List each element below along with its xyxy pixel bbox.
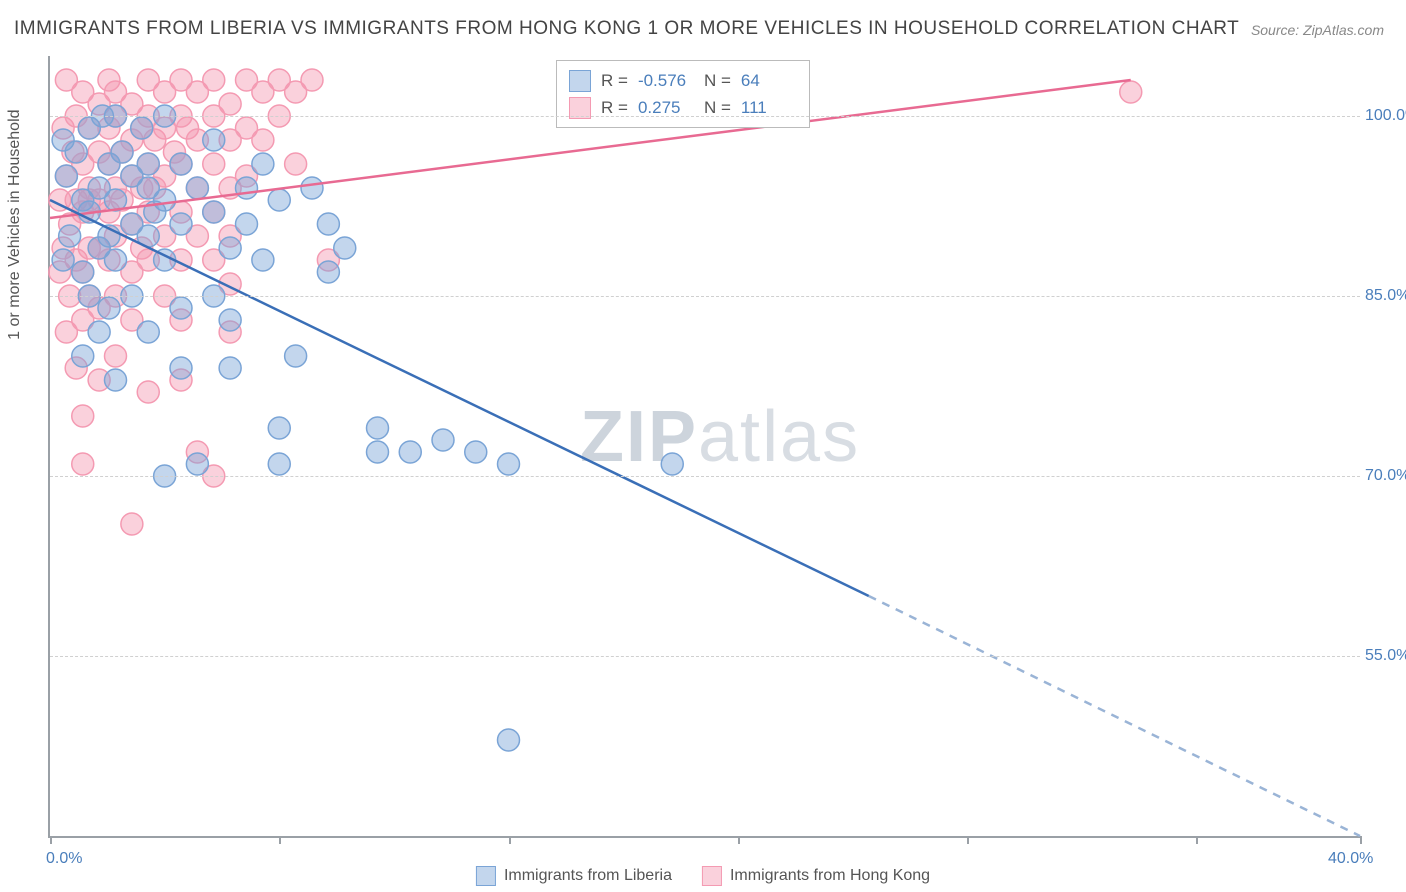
n-label-b: N = [704,94,731,121]
n-value-a: 64 [741,67,797,94]
chart-title: IMMIGRANTS FROM LIBERIA VS IMMIGRANTS FR… [14,18,1239,40]
legend-label-a: Immigrants from Liberia [504,867,672,885]
plot-area: ZIPatlas R = -0.576 N = 64 R = 0.275 N =… [48,56,1360,838]
y-tick-label: 70.0% [1365,467,1406,485]
source-label: Source: ZipAtlas.com [1251,22,1384,38]
stats-box: R = -0.576 N = 64 R = 0.275 N = 111 [556,60,810,128]
swatch-a-icon [476,866,496,886]
r-value-a: -0.576 [638,67,694,94]
plot-svg [50,56,1360,836]
y-axis-label: 1 or more Vehicles in Household [6,109,24,339]
n-label-a: N = [704,67,731,94]
y-tick-label: 55.0% [1365,647,1406,665]
r-label-a: R = [601,67,628,94]
legend-item-a: Immigrants from Liberia [476,866,672,886]
r-label-b: R = [601,94,628,121]
y-tick-label: 85.0% [1365,287,1406,305]
stats-row-a: R = -0.576 N = 64 [569,67,797,94]
x-tick-label: 40.0% [1328,850,1373,868]
n-value-b: 111 [741,94,797,121]
r-value-b: 0.275 [638,94,694,121]
legend-bottom: Immigrants from Liberia Immigrants from … [476,866,930,886]
legend-item-b: Immigrants from Hong Kong [702,866,930,886]
swatch-a-icon [569,70,591,92]
y-tick-label: 100.0% [1365,107,1406,125]
stats-row-b: R = 0.275 N = 111 [569,94,797,121]
swatch-b-icon [702,866,722,886]
legend-label-b: Immigrants from Hong Kong [730,867,930,885]
x-tick-label: 0.0% [46,850,82,868]
